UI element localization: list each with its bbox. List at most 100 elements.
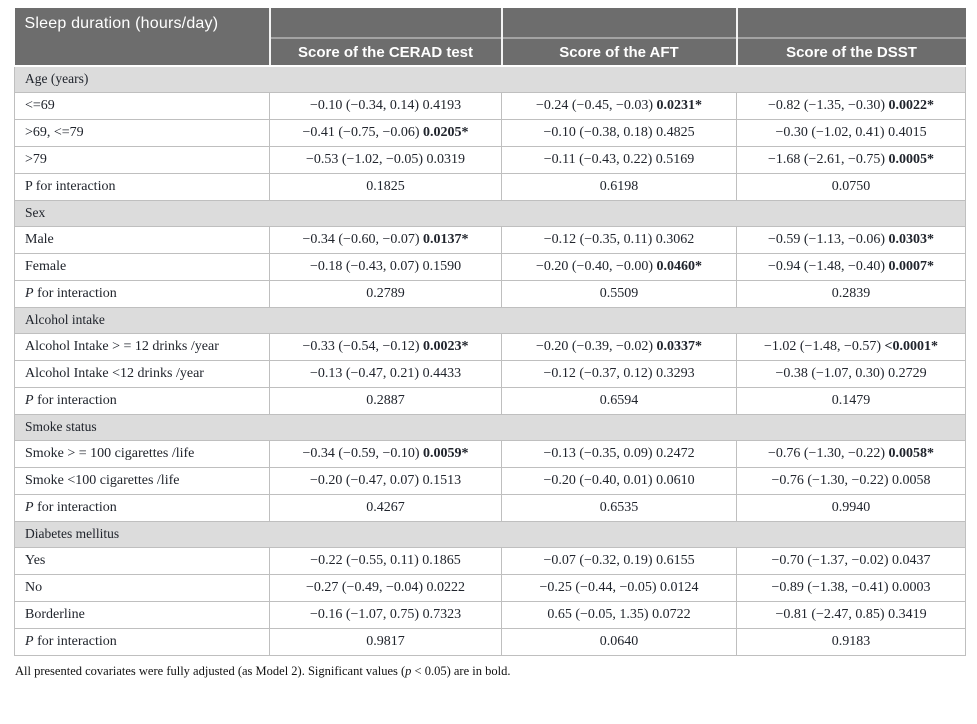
value-cell: −0.53 (−1.02, −0.05) 0.0319 [269,145,502,174]
p-value: 0.7323 [422,606,462,622]
value-cell: 0.6535 [501,493,737,522]
row-label: Borderline [14,600,270,629]
p-value: 0.3062 [655,231,695,247]
p-value: 0.0222 [426,579,466,595]
value-cell: −0.12 (−0.35, 0.11) 0.3062 [501,225,737,254]
header-row-top: Sleep duration (hours/day) [14,8,966,67]
p-value: 0.0337* [656,338,703,354]
table-row: Smoke <100 cigarettes /life −0.20 (−0.47,… [14,466,966,495]
value-cell: −0.76 (−1.30, −0.22) 0.0058* [736,439,966,468]
p-value: 0.2472 [656,445,695,461]
p-value: 0.0058* [888,445,935,461]
header-spacer-cerad [269,8,503,38]
p-value: 0.2789 [366,285,405,301]
section-row: Age (years) [14,65,966,93]
value-cell: 0.2789 [269,279,502,308]
footnote-italic-p: p [405,663,412,678]
table-row: P for interaction 0.2887 0.6594 0.1479 [14,386,966,415]
value-cell: 0.9183 [736,627,966,656]
table-row: Female −0.18 (−0.43, 0.07) 0.1590 −0.20 (−… [14,252,966,281]
column-header-dsst: Score of the DSST [736,37,966,67]
row-label: >69, <=79 [14,118,270,147]
p-value: 0.9817 [366,633,405,649]
header-row-columns: Score of the CERAD test Score of the AFT… [15,37,966,67]
value-cell: 0.6198 [501,172,737,201]
p-value: 0.4015 [888,124,927,140]
table-row: P for interaction 0.2789 0.5509 0.2839 [14,279,966,308]
table-row: >69, <=79 −0.41 (−0.75, −0.06) 0.0205* −0.… [14,118,966,147]
value-cell: −0.89 (−1.38, −0.41) 0.0003 [736,573,966,602]
p-value: 0.2729 [888,365,927,381]
p-value: 0.0319 [426,151,466,167]
p-value: 0.1825 [366,178,405,194]
value-cell: −0.82 (−1.35, −0.30) 0.0022* [736,91,966,120]
table-row: P for interaction 0.1825 0.6198 0.0750 [14,172,966,201]
p-value: 0.5509 [599,285,639,301]
row-label: Yes [14,546,270,575]
table-row: Alcohol Intake > = 12 drinks /year −0.33 … [14,332,966,361]
row-label: <=69 [14,91,270,120]
value-cell: −0.41 (−0.75, −0.06) 0.0205* [269,118,502,147]
row-label: P for interaction [14,386,270,415]
table-row: No −0.27 (−0.49, −0.04) 0.0222 −0.25 (−0.4… [14,573,966,602]
p-value: 0.1479 [831,392,871,408]
p-value: 0.0058 [892,472,931,488]
table-title-cell: Sleep duration (hours/day) [14,8,271,67]
p-value: 0.6198 [599,178,639,194]
header-spacer-dsst [736,8,966,38]
row-label: Alcohol Intake > = 12 drinks /year [14,332,270,361]
row-label: Alcohol Intake <12 drinks /year [14,359,270,388]
row-label: P for interaction [14,493,270,522]
p-value: 0.0124 [660,579,699,595]
value-cell: −0.10 (−0.34, 0.14) 0.4193 [269,91,502,120]
p-value: 0.3293 [656,365,695,381]
value-cell: 0.9940 [736,493,966,522]
p-value: 0.4267 [366,499,405,515]
p-value: 0.0722 [652,606,691,622]
table-body: Age (years) <=69 −0.10 (−0.34, 0.14) 0.419… [14,65,966,656]
table-row: Male −0.34 (−0.60, −0.07) 0.0137* −0.12 (−… [14,225,966,254]
value-cell: 0.1825 [269,172,502,201]
p-value: 0.0303* [888,231,935,247]
p-value: 0.6535 [599,499,639,515]
column-header-cerad: Score of the CERAD test [269,37,503,67]
p-value: 0.1865 [422,552,461,568]
value-cell: −0.24 (−0.45, −0.03) 0.0231* [501,91,737,120]
value-cell: 0.65 (−0.05, 1.35) 0.0722 [501,600,737,629]
value-cell: −0.20 (−0.40, −0.00) 0.0460* [501,252,737,281]
table-footnote: All presented covariates were fully adju… [15,664,965,679]
value-cell: 0.6594 [501,386,737,415]
p-value: 0.0205* [423,124,469,140]
value-cell: −0.20 (−0.39, −0.02) 0.0337* [501,332,737,361]
page: Sleep duration (hours/day) Score of the … [14,8,966,679]
row-label: No [14,573,270,602]
p-value: 0.0023* [423,338,469,354]
value-cell: −0.07 (−0.32, 0.19) 0.6155 [501,546,737,575]
value-cell: −0.18 (−0.43, 0.07) 0.1590 [269,252,502,281]
table-row: Borderline −0.16 (−1.07, 0.75) 0.7323 0.65… [14,600,966,629]
row-label: P for interaction [14,627,270,656]
section-title: Age (years) [14,65,966,93]
row-label: Smoke > = 100 cigarettes /life [14,439,270,468]
value-cell: −0.94 (−1.48, −0.40) 0.0007* [736,252,966,281]
value-cell: −0.13 (−0.47, 0.21) 0.4433 [269,359,502,388]
table-row: >79 −0.53 (−1.02, −0.05) 0.0319 −0.11 (−0.… [14,145,966,174]
table-row: Alcohol Intake <12 drinks /year −0.13 (−0… [14,359,966,388]
value-cell: −0.27 (−0.49, −0.04) 0.0222 [269,573,502,602]
section-title: Alcohol intake [14,306,966,334]
section-row: Diabetes mellitus [14,520,966,548]
p-value: 0.0137* [423,231,469,247]
p-value: 0.0640 [599,633,639,649]
section-title: Smoke status [14,413,966,441]
section-row: Sex [14,199,966,227]
value-cell: −0.16 (−1.07, 0.75) 0.7323 [269,600,502,629]
value-cell: −0.25 (−0.44, −0.05) 0.0124 [501,573,737,602]
section-row: Smoke status [14,413,966,441]
value-cell: −0.38 (−1.07, 0.30) 0.2729 [736,359,966,388]
results-table: Sleep duration (hours/day) Score of the … [14,8,966,656]
p-value: 0.0610 [656,472,695,488]
value-cell: −1.68 (−2.61, −0.75) 0.0005* [736,145,966,174]
value-cell: 0.2839 [736,279,966,308]
value-cell: −1.02 (−1.48, −0.57) <0.0001* [736,332,966,361]
p-value: 0.6594 [599,392,639,408]
